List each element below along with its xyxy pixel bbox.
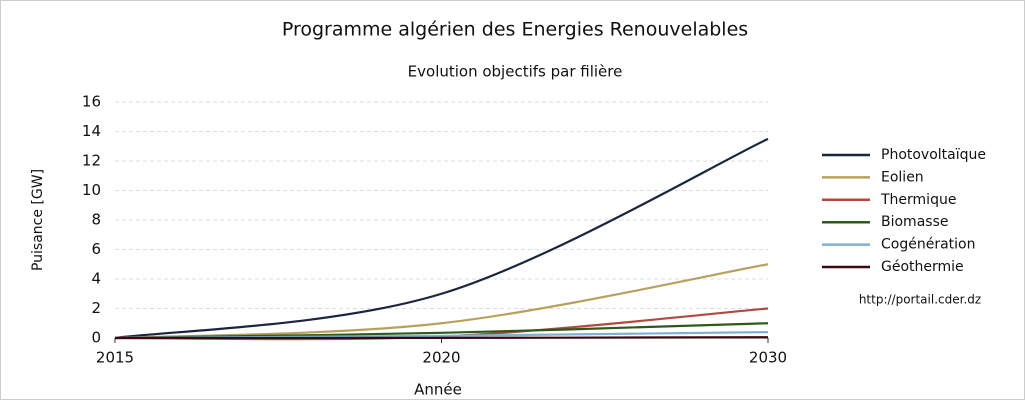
series-line	[114, 137, 769, 340]
y-axis-label: Puisance [GW]	[30, 169, 46, 271]
y-tick-label: 0	[91, 329, 101, 347]
y-tick-label: 2	[91, 299, 101, 317]
x-tick-label: 2020	[422, 349, 460, 367]
legend-label: Géothermie	[881, 259, 964, 275]
y-tick-label: 14	[82, 122, 101, 140]
y-tick-label: 4	[91, 270, 101, 288]
y-tick-label: 10	[82, 181, 101, 199]
legend-label: Eolien	[881, 169, 924, 185]
x-tick-label: 2015	[96, 349, 134, 367]
x-axis-label: Année	[414, 381, 462, 399]
chart-subtitle: Evolution objectifs par filière	[408, 63, 623, 81]
chart-title: Programme algérien des Energies Renouvel…	[282, 19, 748, 41]
source: http://portail.cder.dz	[859, 293, 981, 307]
legend-label: Biomasse	[881, 214, 948, 230]
legend-label: Photovoltaïque	[881, 147, 986, 163]
series-line	[114, 336, 769, 340]
legend-label: Cogénération	[881, 237, 975, 253]
y-tick-label: 6	[91, 240, 101, 258]
y-tick-label: 12	[82, 152, 101, 170]
legend-label: Thermique	[880, 192, 956, 208]
y-tick-label: 8	[91, 211, 101, 229]
y-tick-label: 16	[82, 93, 101, 111]
x-tick-label: 2030	[749, 349, 787, 367]
